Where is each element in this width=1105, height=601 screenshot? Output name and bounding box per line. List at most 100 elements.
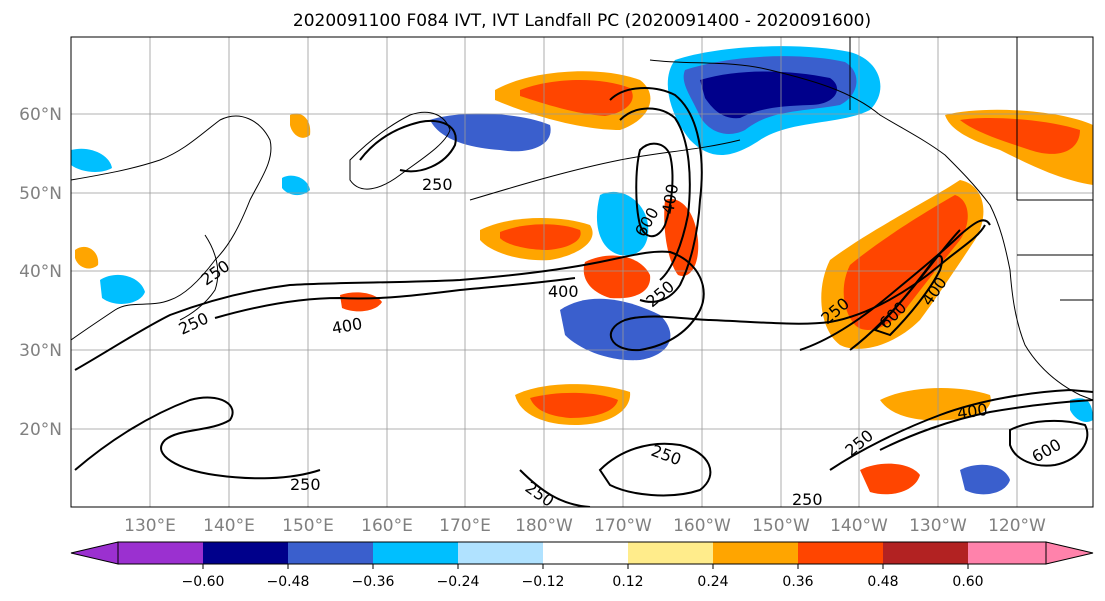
coastline-asia bbox=[71, 115, 272, 341]
map-frame bbox=[70, 36, 1094, 508]
lat-label: 40°N bbox=[19, 262, 62, 282]
contour-label: 250 bbox=[792, 490, 823, 509]
positive-anomaly-southeast-2 bbox=[860, 463, 920, 495]
contour-label: 250 bbox=[290, 475, 321, 494]
contour-250-kamchatka bbox=[359, 120, 457, 173]
colorbar-extend-right bbox=[1045, 541, 1094, 565]
lat-label: 30°N bbox=[19, 341, 62, 361]
contour-250-coast bbox=[799, 219, 991, 351]
colorbar-segment bbox=[543, 542, 628, 564]
colorbar-ticks bbox=[202, 564, 969, 569]
colorbar-frame bbox=[117, 541, 1047, 565]
negative-anomaly-central bbox=[560, 298, 671, 361]
colorbar-segment bbox=[968, 542, 1046, 564]
lon-label: 150°E bbox=[282, 516, 334, 536]
colorbar-segment bbox=[798, 542, 883, 564]
state-borders bbox=[849, 37, 1093, 301]
lon-label: 130°E bbox=[124, 516, 176, 536]
colorbar-tick-label: 0.24 bbox=[697, 574, 728, 590]
coastlines bbox=[71, 37, 1093, 401]
colorbar-segment bbox=[628, 542, 713, 564]
lon-label: 120°W bbox=[988, 516, 1046, 536]
negative-anomaly-east-edge bbox=[1070, 398, 1093, 422]
contour-250-west bbox=[74, 224, 986, 371]
latitude-labels: 60°N 50°N 40°N 30°N 20°N bbox=[19, 105, 62, 440]
contour-250-southeast bbox=[829, 388, 1093, 471]
positive-anomaly-central-east bbox=[664, 199, 699, 276]
positive-anomaly-gulf-core bbox=[960, 118, 1080, 154]
lat-label: 20°N bbox=[19, 420, 62, 440]
lon-label: 130°W bbox=[909, 516, 967, 536]
contour-400-west bbox=[214, 277, 576, 319]
positive-anomaly-coast-core bbox=[843, 195, 968, 330]
negative-anomaly-southeast bbox=[960, 464, 1010, 495]
lat-label: 60°N bbox=[19, 105, 62, 125]
contour-label: 400 bbox=[956, 400, 989, 423]
colorbar-extend-left bbox=[70, 541, 119, 565]
negative-anomaly-aleutian bbox=[430, 113, 551, 152]
positive-anomaly-west-3 bbox=[290, 113, 311, 138]
colorbar-segment bbox=[203, 542, 288, 564]
lon-label: 160°E bbox=[361, 516, 413, 536]
colorbar-tick-label: −0.36 bbox=[352, 574, 395, 590]
longitude-labels: 130°E 140°E 150°E 160°E 170°E 180°W 170°… bbox=[124, 516, 1046, 536]
contour-250-south-2 bbox=[598, 442, 712, 497]
lon-label: 140°E bbox=[203, 516, 255, 536]
colorbar-segment bbox=[288, 542, 373, 564]
negative-anomaly-west-2 bbox=[71, 148, 112, 172]
lon-label: 160°W bbox=[673, 516, 731, 536]
colorbar-tick-label: −0.12 bbox=[522, 574, 565, 590]
colorbar-tick-labels: −0.60 −0.48 −0.36 −0.24 −0.12 0.12 0.24 … bbox=[182, 574, 984, 590]
negative-anomaly-central-north bbox=[596, 191, 649, 256]
coastline-kamchatka bbox=[349, 111, 451, 190]
colorbar-segment bbox=[883, 542, 968, 564]
contour-250-gulf bbox=[609, 87, 703, 303]
positive-anomaly-subtropical-core bbox=[530, 392, 618, 418]
contour-600-southeast bbox=[1009, 419, 1089, 467]
colorbar-tick-label: −0.24 bbox=[437, 574, 480, 590]
colorbar: −0.60 −0.48 −0.36 −0.24 −0.12 0.12 0.24 … bbox=[70, 541, 1094, 590]
coastline-japan bbox=[179, 234, 219, 321]
lon-label: 170°W bbox=[594, 516, 652, 536]
lon-label: 140°W bbox=[830, 516, 888, 536]
negative-anomaly-alaska-core bbox=[700, 71, 838, 119]
contour-250-south bbox=[74, 396, 321, 480]
contour-600-gulf bbox=[635, 142, 674, 238]
coastline-alaska bbox=[649, 59, 1093, 401]
colorbar-tick-label: 0.12 bbox=[612, 574, 643, 590]
positive-anomaly-central-mid bbox=[583, 255, 651, 299]
colorbar-tick-label: −0.48 bbox=[267, 574, 310, 590]
positive-anomaly-central-core bbox=[500, 224, 581, 250]
positive-anomaly-west bbox=[340, 292, 382, 312]
contour-400-southeast bbox=[879, 399, 1093, 451]
graticule bbox=[71, 37, 1093, 507]
contour-600-coast bbox=[873, 255, 943, 337]
colorbar-segment bbox=[373, 542, 458, 564]
colorbar-segment bbox=[713, 542, 798, 564]
contour-label: 400 bbox=[548, 282, 579, 301]
lon-label: 180°W bbox=[515, 516, 573, 536]
lat-label: 50°N bbox=[19, 184, 62, 204]
colorbar-segment bbox=[458, 542, 543, 564]
negative-anomaly-west-3 bbox=[282, 175, 310, 196]
colorbar-tick-label: 0.60 bbox=[952, 574, 983, 590]
positive-anomaly-west-2 bbox=[75, 246, 99, 269]
positive-anomaly-southeast bbox=[880, 388, 991, 421]
colorbar-tick-label: 0.48 bbox=[867, 574, 898, 590]
lon-label: 170°E bbox=[439, 516, 491, 536]
contour-label: 250 bbox=[422, 175, 453, 194]
colorbar-tick-label: 0.36 bbox=[782, 574, 813, 590]
positive-anomaly-bering-core bbox=[520, 79, 633, 116]
lon-label: 150°W bbox=[752, 516, 810, 536]
map-panel: 250 250 250 400 250 250 250 600 400 400 … bbox=[19, 36, 1094, 536]
colorbar-tick-label: −0.60 bbox=[182, 574, 225, 590]
ivt-contours bbox=[74, 87, 1093, 507]
colorbar-segment bbox=[118, 542, 203, 564]
map-title: 2020091100 F084 IVT, IVT Landfall PC (20… bbox=[293, 11, 871, 31]
ivt-pc-shading bbox=[71, 46, 1093, 495]
contour-250-south-3 bbox=[519, 469, 591, 507]
contour-400-gulf bbox=[619, 107, 691, 281]
negative-anomaly-west bbox=[100, 274, 145, 304]
coastline-aleutians bbox=[469, 139, 741, 201]
